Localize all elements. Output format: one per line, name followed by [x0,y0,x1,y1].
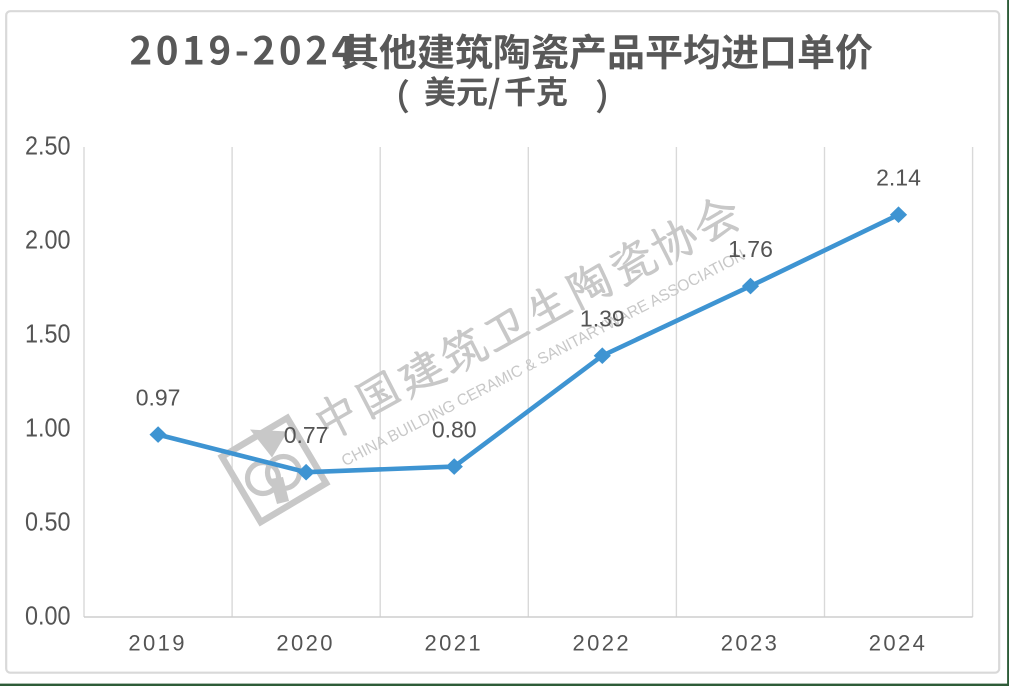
svg-text:2.50: 2.50 [25,131,71,161]
svg-text:2.14: 2.14 [876,165,921,191]
svg-text:0.80: 0.80 [432,417,477,443]
svg-text:1.76: 1.76 [728,236,773,262]
svg-text:2021: 2021 [425,631,484,656]
svg-text:1.00: 1.00 [25,413,71,443]
svg-text:2022: 2022 [573,631,632,656]
svg-text:0.50: 0.50 [25,507,71,537]
svg-text:2019: 2019 [128,631,187,656]
svg-text:2023: 2023 [721,631,780,656]
svg-text:2020: 2020 [276,631,335,656]
svg-text:0.00: 0.00 [25,601,71,631]
svg-text:1.39: 1.39 [580,306,625,332]
svg-text:1.50: 1.50 [25,319,71,349]
svg-text:2024: 2024 [869,631,928,656]
svg-text:0.77: 0.77 [284,422,329,448]
svg-text:0.97: 0.97 [136,385,181,411]
svg-text:2.00: 2.00 [25,225,71,255]
